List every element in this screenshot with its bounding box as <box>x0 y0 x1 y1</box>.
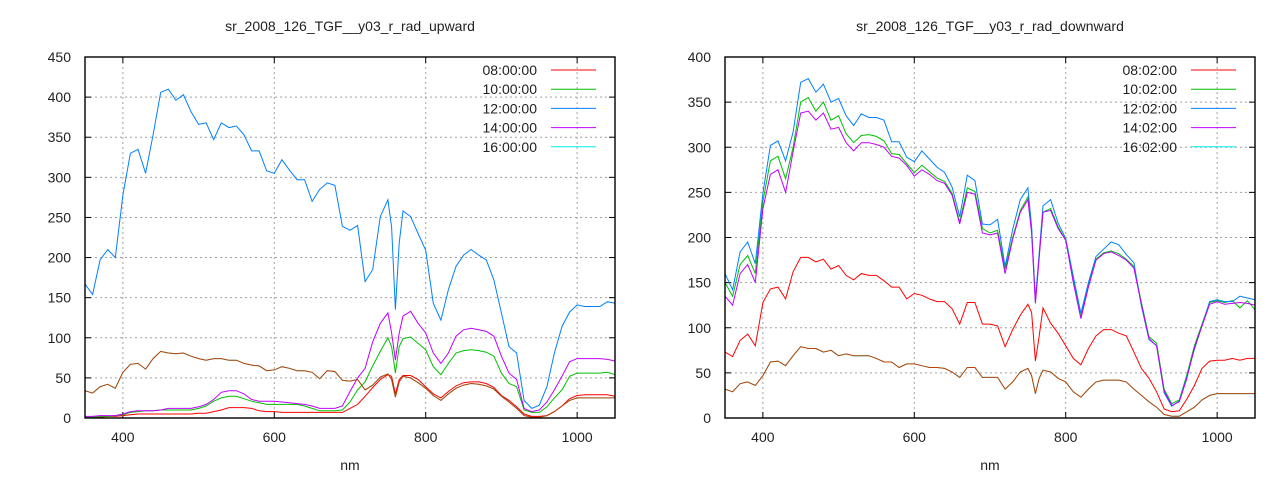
y-tick-label: 400 <box>48 89 72 105</box>
y-tick-label: 0 <box>63 410 71 426</box>
x-tick-label: 400 <box>751 429 775 445</box>
series-line-12-00-00 <box>85 88 615 409</box>
y-tick-label: 350 <box>48 129 72 145</box>
legend-label: 12:00:00 <box>483 100 538 116</box>
legend-label: 08:02:00 <box>1123 62 1178 78</box>
series-line-unlabeled <box>85 350 615 418</box>
plot-frame <box>724 56 1256 419</box>
y-tick-label: 150 <box>688 275 712 291</box>
x-tick-label: 400 <box>111 429 135 445</box>
x-tick-label: 800 <box>414 429 438 445</box>
legend-label: 16:02:00 <box>1123 139 1178 155</box>
y-tick-label: 350 <box>688 94 712 110</box>
series-line-12-02-00 <box>725 78 1255 408</box>
y-tick-label: 450 <box>48 49 72 65</box>
legend-label: 16:00:00 <box>483 139 538 155</box>
y-tick-label: 300 <box>48 169 72 185</box>
y-tick-label: 400 <box>688 49 712 65</box>
x-tick-label: 600 <box>903 429 927 445</box>
x-axis-label: nm <box>980 457 999 473</box>
y-tick-label: 150 <box>48 290 72 306</box>
series-line-10-00-00 <box>85 336 615 418</box>
series-line-14-00-00 <box>85 310 615 417</box>
x-tick-label: 600 <box>263 429 287 445</box>
series-group <box>85 88 615 418</box>
plot-frame <box>84 56 616 419</box>
y-tick-label: 200 <box>688 230 712 246</box>
legend-label: 10:02:00 <box>1123 81 1178 97</box>
y-tick-label: 250 <box>688 184 712 200</box>
y-tick-label: 250 <box>48 209 72 225</box>
legend-label: 12:02:00 <box>1123 100 1178 116</box>
series-line-14-02-00 <box>725 110 1255 407</box>
legend-label: 08:00:00 <box>483 62 538 78</box>
series-line-unlabeled <box>725 346 1255 417</box>
series-group <box>725 78 1255 417</box>
x-tick-label: 800 <box>1054 429 1078 445</box>
y-tick-label: 50 <box>695 365 711 381</box>
legend-label: 10:00:00 <box>483 81 538 97</box>
y-tick-label: 100 <box>48 330 72 346</box>
y-tick-label: 300 <box>688 139 712 155</box>
series-line-16-02-00 <box>725 346 1255 417</box>
y-tick-label: 200 <box>48 250 72 266</box>
legend-label: 14:02:00 <box>1123 120 1178 136</box>
series-line-08-00-00 <box>85 374 615 418</box>
x-tick-label: 1000 <box>562 429 593 445</box>
y-tick-label: 50 <box>55 370 71 386</box>
y-tick-label: 0 <box>703 410 711 426</box>
x-axis-label: nm <box>340 457 359 473</box>
legend-label: 14:00:00 <box>483 120 538 136</box>
series-line-08-02-00 <box>725 256 1255 413</box>
x-tick-label: 1000 <box>1202 429 1233 445</box>
y-tick-label: 100 <box>688 320 712 336</box>
chart-title: sr_2008_126_TGF__y03_r_rad_upward <box>225 18 475 34</box>
chart-title: sr_2008_126_TGF__y03_r_rad_downward <box>856 18 1124 34</box>
